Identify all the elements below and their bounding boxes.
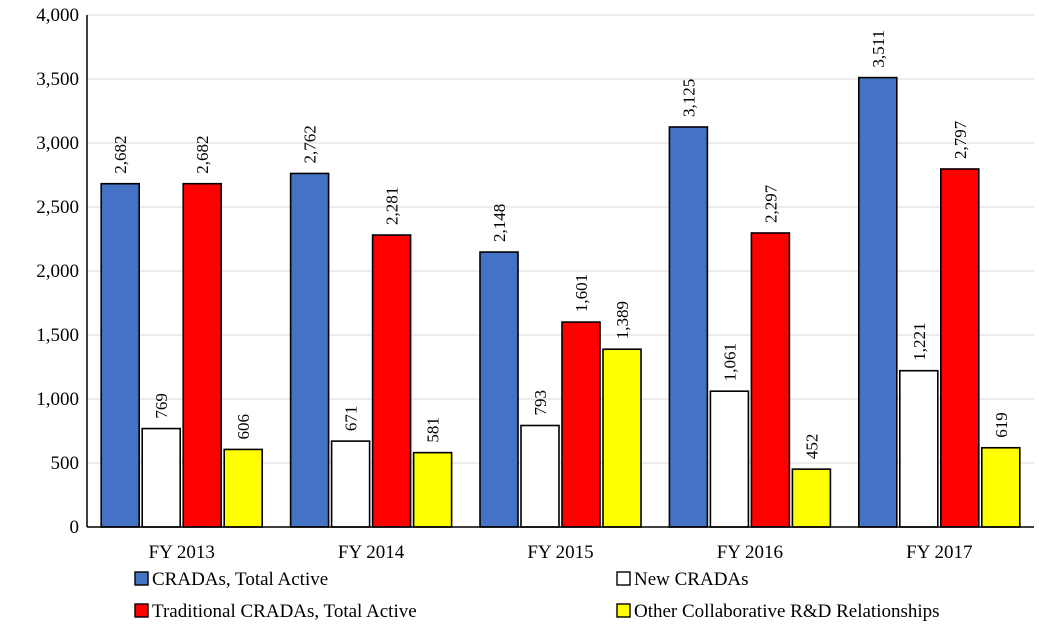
data-label: 793 bbox=[531, 390, 550, 416]
axes: 0 500 1,000 1,500 2,000 2,500 3,000 3,500 4,000 F… bbox=[36, 5, 1034, 563]
legend-swatch bbox=[134, 603, 149, 618]
bar bbox=[520, 424, 560, 528]
bar bbox=[412, 451, 453, 528]
bar bbox=[479, 251, 519, 528]
x-tick-label: FY 2015 bbox=[527, 542, 593, 563]
data-label: 2,297 bbox=[761, 184, 780, 223]
bar bbox=[750, 232, 791, 528]
bar bbox=[371, 234, 412, 528]
x-tick-label: FY 2014 bbox=[338, 542, 405, 563]
x-tick-label: FY 2017 bbox=[906, 542, 972, 563]
bar bbox=[898, 369, 939, 528]
bar bbox=[141, 427, 181, 528]
y-tick-label: 0 bbox=[70, 517, 80, 538]
bar bbox=[289, 172, 330, 528]
data-label: 3,511 bbox=[869, 30, 888, 68]
y-tick-label: 500 bbox=[51, 453, 80, 474]
data-label: 2,682 bbox=[193, 135, 212, 173]
y-tick-label: 1,000 bbox=[36, 389, 79, 410]
legend-label: Traditional CRADAs, Total Active bbox=[152, 601, 417, 622]
data-label: 2,148 bbox=[490, 204, 509, 242]
data-label: 2,762 bbox=[301, 125, 320, 163]
legend-swatch bbox=[134, 571, 149, 586]
y-tick-label: 3,000 bbox=[36, 133, 79, 154]
data-labels: 2,682 769 2,682 606 2,762 671 2,281 581 2,148 793… bbox=[111, 30, 1011, 459]
y-tick-label: 2,000 bbox=[36, 261, 79, 282]
legend-label: New CRADAs bbox=[634, 569, 749, 590]
data-label: 2,281 bbox=[383, 187, 402, 225]
bar bbox=[709, 390, 750, 528]
bar bbox=[857, 76, 898, 528]
bar bbox=[791, 468, 832, 528]
y-tick-label: 2,500 bbox=[36, 197, 79, 218]
bar bbox=[602, 348, 642, 528]
bar bbox=[561, 321, 601, 528]
legend-swatch bbox=[616, 571, 631, 586]
data-label: 1,389 bbox=[613, 301, 632, 339]
bar bbox=[668, 126, 709, 528]
data-label: 1,221 bbox=[910, 322, 929, 360]
bar bbox=[330, 440, 371, 528]
data-label: 581 bbox=[424, 417, 443, 443]
y-tick-label: 3,500 bbox=[36, 69, 79, 90]
data-label: 1,601 bbox=[572, 274, 591, 312]
bar bbox=[182, 182, 222, 528]
data-label: 3,125 bbox=[679, 79, 698, 117]
data-label: 1,061 bbox=[720, 343, 739, 381]
x-tick-label: FY 2013 bbox=[149, 542, 215, 563]
legend: CRADAs, Total Active New CRADAs Traditiona… bbox=[134, 569, 940, 622]
legend-label: Other Collaborative R&D Relationships bbox=[634, 601, 940, 622]
data-label: 769 bbox=[152, 393, 171, 419]
bars bbox=[100, 76, 1021, 528]
y-tick-label: 1,500 bbox=[36, 325, 79, 346]
data-label: 452 bbox=[802, 434, 821, 460]
bar bbox=[939, 168, 980, 528]
legend-swatch bbox=[616, 603, 631, 618]
bar bbox=[223, 448, 263, 528]
bar bbox=[100, 182, 140, 528]
legend-label: CRADAs, Total Active bbox=[152, 569, 328, 590]
data-label: 2,682 bbox=[111, 135, 130, 173]
data-label: 671 bbox=[342, 406, 361, 432]
x-tick-label: FY 2016 bbox=[717, 542, 783, 563]
bar bbox=[980, 446, 1021, 528]
data-label: 2,797 bbox=[951, 120, 970, 159]
data-label: 606 bbox=[234, 414, 253, 440]
grid-lines bbox=[87, 14, 1034, 464]
data-label: 619 bbox=[992, 412, 1011, 438]
y-tick-label: 4,000 bbox=[36, 5, 79, 26]
